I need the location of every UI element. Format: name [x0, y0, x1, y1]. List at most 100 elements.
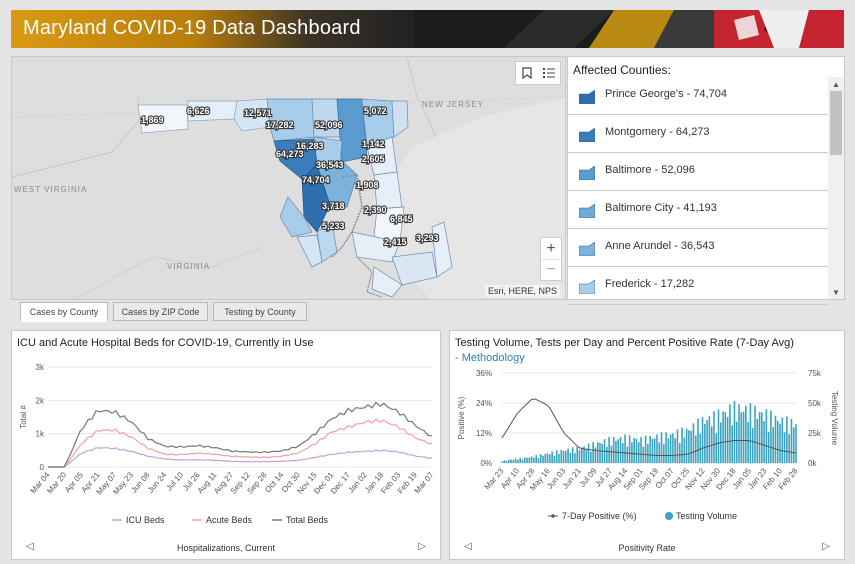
hospital-footer: ◁ Hospitalizations, Current ▷: [12, 537, 440, 559]
testing-volume-bar: [565, 450, 567, 463]
testing-volume-bar: [612, 437, 615, 463]
testing-volume-bar: [521, 459, 524, 463]
testing-volume-bar: [717, 409, 720, 463]
map-label: 12,571: [244, 108, 272, 118]
map-label: 1,142: [362, 139, 385, 149]
tab-cases-by-zip-code[interactable]: Cases by ZIP Code: [113, 302, 208, 321]
testing-volume-bar: [637, 442, 640, 463]
map-label: 16,283: [296, 141, 324, 151]
county-list-item[interactable]: Baltimore - 52,096: [568, 153, 828, 191]
somerset-county[interactable]: [371, 266, 403, 298]
testing-volume-bar: [619, 436, 622, 463]
county-list-item[interactable]: Montgomery - 64,273: [568, 115, 828, 153]
prince-georges-county[interactable]: [301, 164, 331, 233]
testing-volume-bar: [754, 405, 756, 463]
testing-volume-bar: [508, 459, 510, 463]
testing-volume-bar: [523, 457, 526, 463]
y-axis-label: Total #: [19, 405, 28, 429]
cecil-county[interactable]: [391, 100, 409, 138]
testing-volume-bar: [774, 415, 777, 463]
testing-volume-bar: [512, 459, 515, 463]
map-label: 3,718: [322, 201, 345, 211]
county-map[interactable]: NEW JERSEY WEST VIRGINIA VIRGINIA 1,869 …: [11, 56, 566, 300]
scrollbar-thumb[interactable]: [830, 91, 842, 155]
map-canvas[interactable]: NEW JERSEY WEST VIRGINIA VIRGINIA 1,869 …: [12, 57, 566, 300]
washington-county[interactable]: [233, 98, 271, 132]
map-label: 5,072: [364, 106, 387, 116]
methodology-link[interactable]: - Methodology: [455, 352, 525, 364]
tab-testing-by-county[interactable]: Testing by County: [213, 302, 307, 321]
county-list-item[interactable]: Prince George's - 74,704: [568, 77, 828, 115]
testing-volume-bar: [724, 412, 727, 463]
legend-marker: [551, 514, 555, 518]
county-list-item[interactable]: Frederick - 17,282: [568, 267, 828, 305]
testing-volume-bar: [699, 433, 702, 463]
testing-volume-bar: [776, 421, 779, 463]
bookmark-icon[interactable]: [516, 62, 538, 84]
testing-volume-bar: [706, 420, 708, 463]
charles-county[interactable]: [279, 196, 313, 238]
map-label: 2,390: [364, 205, 387, 215]
list-icon[interactable]: [538, 62, 560, 84]
testing-volume-bar: [697, 418, 699, 463]
testing-volume-bar: [756, 418, 759, 463]
frederick-county[interactable]: [266, 98, 315, 142]
next-chart-icon[interactable]: ▷: [822, 541, 830, 552]
testing-volume-bar: [590, 451, 592, 463]
county-label: Frederick - 17,282: [605, 278, 695, 290]
testing-volume-bar: [587, 443, 590, 463]
positive-rate-line: [501, 398, 797, 456]
garrett-county[interactable]: [137, 104, 189, 134]
testing-volume-bar: [601, 443, 604, 463]
previous-chart-icon[interactable]: ◁: [26, 541, 34, 552]
county-list-scrollbar[interactable]: ▲ ▼: [828, 77, 844, 299]
county-color-swatch: [579, 242, 595, 256]
map-label: 52,096: [315, 120, 343, 130]
testing-volume-bar: [517, 459, 519, 463]
testing-volume-bar: [617, 439, 620, 463]
tab-cases-by-county[interactable]: Cases by County: [20, 302, 108, 322]
testing-volume-bar: [790, 418, 793, 463]
carroll-county[interactable]: [311, 98, 341, 138]
legend-label: Testing Volume: [676, 511, 737, 521]
previous-chart-icon[interactable]: ◁: [464, 541, 472, 552]
testing-volume-bar: [542, 455, 544, 463]
testing-volume-bar: [651, 438, 654, 463]
testing-volume-bar: [765, 409, 768, 463]
testing-volume-bar: [571, 447, 574, 463]
testing-volume-bar: [749, 403, 752, 463]
scroll-down-icon[interactable]: ▼: [832, 287, 840, 297]
series-line: [48, 418, 433, 468]
queen-annes-county[interactable]: [373, 171, 403, 210]
zoom-out-button[interactable]: −: [541, 259, 561, 280]
testing-volume-bar: [795, 424, 797, 463]
testing-volume-bar: [567, 448, 569, 463]
st-marys-county[interactable]: [296, 234, 323, 268]
testing-volume-bar: [770, 410, 772, 463]
testing-volume-bar: [660, 432, 663, 463]
testing-volume-bar: [708, 416, 711, 463]
testing-volume-bar: [624, 434, 626, 463]
dorchester-county[interactable]: [351, 231, 401, 263]
baltimore-county[interactable]: [336, 98, 368, 163]
testing-volume-bar: [501, 461, 503, 463]
county-label: Baltimore - 52,096: [605, 164, 695, 176]
county-label: Prince George's - 74,704: [605, 88, 727, 100]
testing-volume-bar: [786, 416, 788, 463]
testing-volume-bar: [505, 460, 508, 463]
header-banner: Maryland COVID-19 Data Dashboard: [11, 10, 844, 48]
worcester-county[interactable]: [431, 221, 453, 278]
zoom-in-button[interactable]: +: [546, 239, 556, 257]
y-tick-label: 0%: [480, 459, 492, 468]
testing-chart[interactable]: 0% 12% 24% 36% 0k 25k 50k 75k Positive (%) Testin…: [450, 367, 844, 537]
county-list-item[interactable]: Baltimore City - 41,193: [568, 191, 828, 229]
map-label: 17,282: [266, 120, 294, 130]
scroll-up-icon[interactable]: ▲: [832, 79, 840, 89]
testing-volume-bar: [649, 436, 651, 463]
county-list-item[interactable]: Anne Arundel - 36,543: [568, 229, 828, 267]
county-label: Anne Arundel - 36,543: [605, 240, 715, 252]
testing-volume-bar: [772, 427, 775, 463]
state-label-west-virginia: WEST VIRGINIA: [14, 185, 87, 194]
next-chart-icon[interactable]: ▷: [418, 541, 426, 552]
